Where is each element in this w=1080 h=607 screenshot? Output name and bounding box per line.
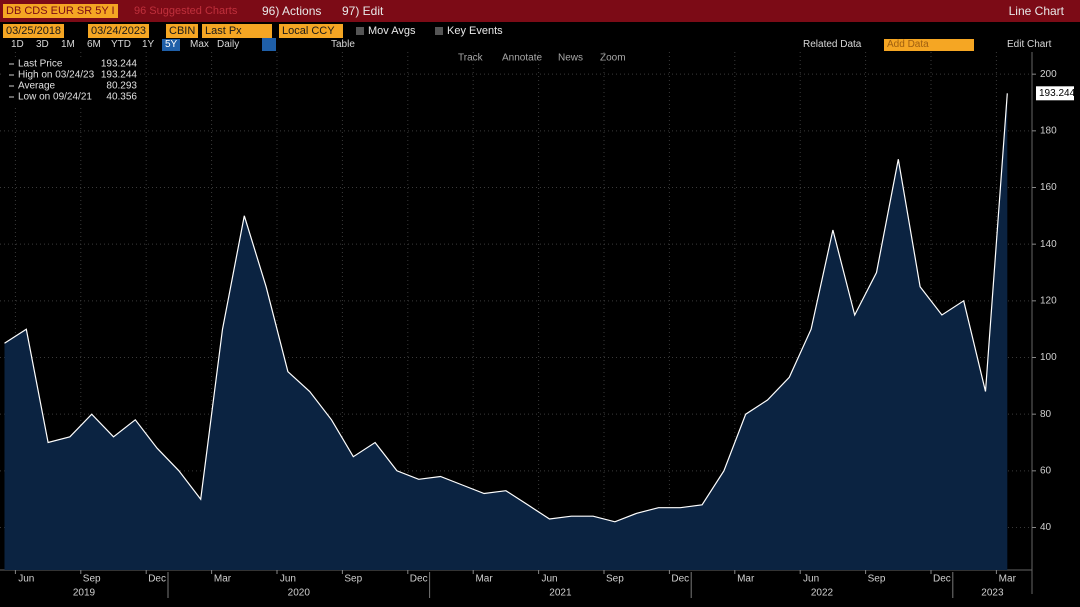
area-fill bbox=[4, 93, 1008, 571]
key-events[interactable]: Key Events bbox=[447, 25, 503, 37]
start-date[interactable]: 03/25/2018 bbox=[3, 24, 65, 38]
legend-label: Last Price bbox=[18, 59, 63, 70]
frequency[interactable]: Daily bbox=[217, 39, 240, 50]
y-tick-label: 160 bbox=[1040, 182, 1057, 193]
legend-box bbox=[4, 58, 140, 106]
edit-chart[interactable]: Edit Chart bbox=[1007, 39, 1052, 50]
title-bar bbox=[0, 0, 1080, 22]
y-tick-label: 60 bbox=[1040, 465, 1052, 476]
chart: Track Annotate News Zoom 40 60 80 100 120 140 160 1… bbox=[0, 52, 1076, 599]
last-value-tag bbox=[1036, 86, 1074, 101]
year-label: 2020 bbox=[288, 588, 311, 599]
year-label: 2021 bbox=[549, 588, 572, 599]
x-tick-label: Mar bbox=[737, 574, 755, 585]
related-data[interactable]: Related Data bbox=[803, 39, 862, 50]
legend-label: High on 03/24/23 bbox=[18, 70, 95, 81]
actions-menu[interactable]: 96) Actions bbox=[262, 4, 322, 18]
legend-label: Average bbox=[18, 81, 56, 92]
last-value-label: 193.244 bbox=[1039, 88, 1076, 99]
line-icon[interactable] bbox=[262, 38, 276, 51]
add-data[interactable]: Add Data bbox=[884, 39, 974, 51]
x-tick-label: Dec bbox=[671, 574, 689, 585]
year-label: 2023 bbox=[981, 588, 1004, 599]
x-tick-label: Jun bbox=[18, 574, 34, 585]
period-button[interactable]: 1Y bbox=[142, 39, 155, 50]
legend-value: 193.244 bbox=[101, 70, 138, 81]
period-button[interactable]: YTD bbox=[111, 39, 131, 50]
chart-tool: Track bbox=[458, 53, 484, 64]
suggested-charts[interactable]: 96 Suggested Charts bbox=[134, 5, 238, 17]
y-tick-label: 200 bbox=[1040, 69, 1057, 80]
x-tick-label: Mar bbox=[475, 574, 493, 585]
x-tick-label: Dec bbox=[410, 574, 428, 585]
mov-avgs[interactable]: Mov Avgs bbox=[368, 25, 416, 37]
x-tick-label: Mar bbox=[999, 574, 1017, 585]
x-tick-label: Sep bbox=[868, 574, 886, 585]
y-tick-label: 140 bbox=[1040, 239, 1057, 250]
x-tick-label: Jun bbox=[280, 574, 296, 585]
currency-select[interactable]: Local CCY bbox=[279, 24, 343, 38]
x-tick-label: Jun bbox=[803, 574, 819, 585]
legend-value: 80.293 bbox=[106, 81, 137, 92]
period-button[interactable]: 3D bbox=[36, 39, 49, 50]
legend-value: 193.244 bbox=[101, 59, 138, 70]
source-field[interactable]: CBIN bbox=[166, 24, 199, 38]
end-date[interactable]: 03/24/2023 bbox=[88, 24, 150, 38]
x-tick-label: Sep bbox=[83, 574, 101, 585]
year-label: 2019 bbox=[73, 588, 96, 599]
x-tick-label: Sep bbox=[606, 574, 624, 585]
y-tick-label: 80 bbox=[1040, 409, 1052, 420]
chart-tool: Zoom bbox=[600, 53, 626, 64]
period-button[interactable]: 1M bbox=[61, 39, 75, 50]
checkbox[interactable] bbox=[435, 27, 443, 35]
y-tick-label: 40 bbox=[1040, 522, 1052, 533]
edit-menu[interactable]: 97) Edit bbox=[342, 4, 384, 18]
legend-value: 40.356 bbox=[106, 92, 137, 103]
x-tick-label: Jun bbox=[541, 574, 557, 585]
year-label: 2022 bbox=[811, 588, 834, 599]
y-tick-label: 120 bbox=[1040, 295, 1057, 306]
line bbox=[4, 93, 1008, 523]
x-tick-label: Dec bbox=[933, 574, 951, 585]
checkbox[interactable] bbox=[356, 27, 364, 35]
x-tick-label: Mar bbox=[214, 574, 232, 585]
period-button[interactable]: 1D bbox=[11, 39, 24, 50]
period-button[interactable]: 5Y bbox=[162, 39, 181, 51]
x-tick-label: Sep bbox=[344, 574, 362, 585]
y-tick-label: 180 bbox=[1040, 125, 1057, 136]
period-button[interactable]: 6M bbox=[87, 39, 101, 50]
chart-kind: Line Chart bbox=[1008, 4, 1064, 18]
y-tick-label: 100 bbox=[1040, 352, 1057, 363]
ticker-field[interactable]: DB CDS EUR SR 5Y I bbox=[3, 4, 118, 18]
chart-tool: News bbox=[558, 53, 583, 64]
legend-label: Low on 09/24/21 bbox=[18, 92, 92, 103]
field-select[interactable]: Last Px bbox=[202, 24, 272, 38]
chart-tool: Annotate bbox=[502, 53, 542, 64]
x-tick-label: Dec bbox=[148, 574, 166, 585]
period-button[interactable]: Max bbox=[190, 39, 209, 50]
table-button[interactable]: Table bbox=[331, 39, 355, 50]
